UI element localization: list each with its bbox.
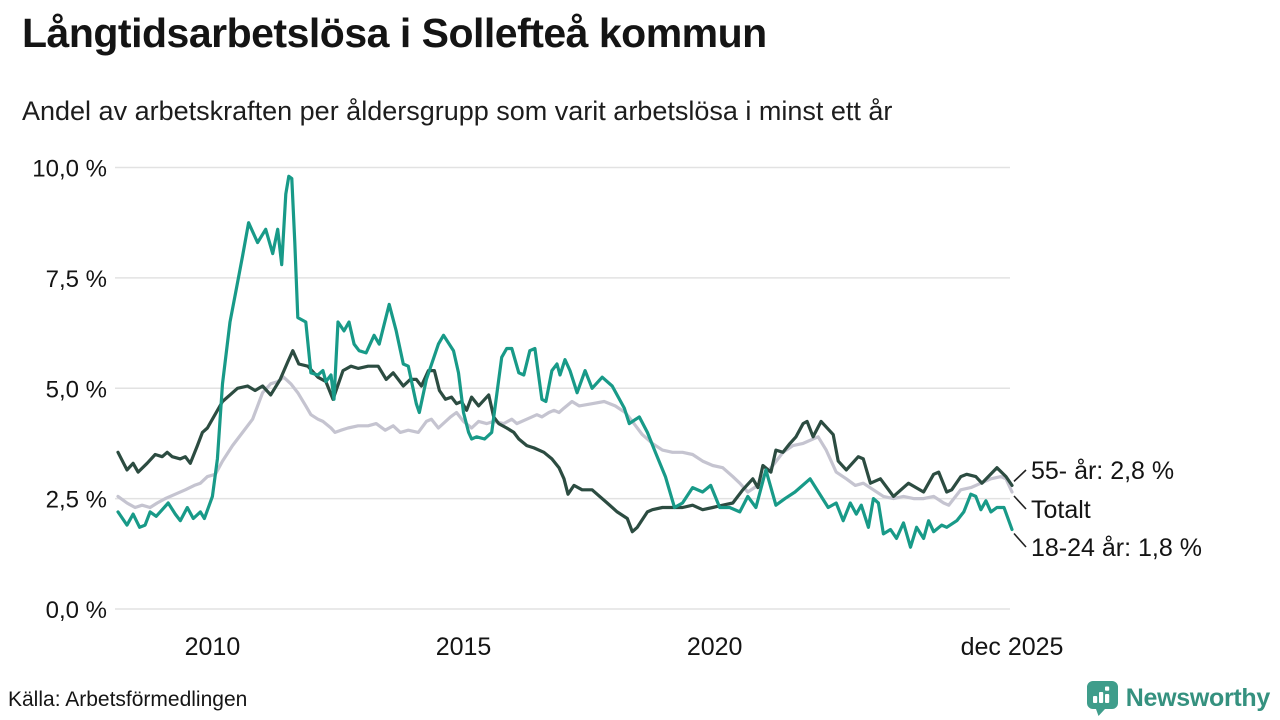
label-connector-55-r xyxy=(1013,469,1027,482)
label-connector-totalt xyxy=(1013,495,1027,510)
newsworthy-logo-icon xyxy=(1086,680,1119,716)
series-end-label-55-r: 55- år: 2,8 % xyxy=(1031,457,1174,485)
page-title: Långtidsarbetslösa i Sollefteå kommun xyxy=(22,10,767,56)
series-line-18-24-r xyxy=(116,174,1014,549)
y-tick-label: 0,0 % xyxy=(46,597,107,624)
x-tick-label: dec 2025 xyxy=(961,633,1064,661)
chart-subtitle: Andel av arbetskraften per åldersgrupp s… xyxy=(22,96,893,126)
y-tick-label: 10,0 % xyxy=(32,156,107,183)
y-tick-label: 7,5 % xyxy=(46,266,107,293)
x-tick-label: 2020 xyxy=(687,633,743,661)
brand-name: Newsworthy xyxy=(1125,683,1271,712)
x-tick-label: 2010 xyxy=(185,633,241,661)
y-tick-label: 5,0 % xyxy=(46,376,107,403)
source-note: Källa: Arbetsförmedlingen xyxy=(8,688,248,711)
label-connector-18-24-r xyxy=(1013,532,1027,548)
y-tick-label: 2,5 % xyxy=(46,487,107,514)
series-line-55-r xyxy=(116,349,1014,534)
series-end-label-18-24-r: 18-24 år: 1,8 % xyxy=(1031,534,1202,562)
brand-footer: Newsworthy xyxy=(1086,680,1270,716)
series-end-label-totalt: Totalt xyxy=(1031,496,1091,524)
x-tick-label: 2015 xyxy=(436,633,492,661)
